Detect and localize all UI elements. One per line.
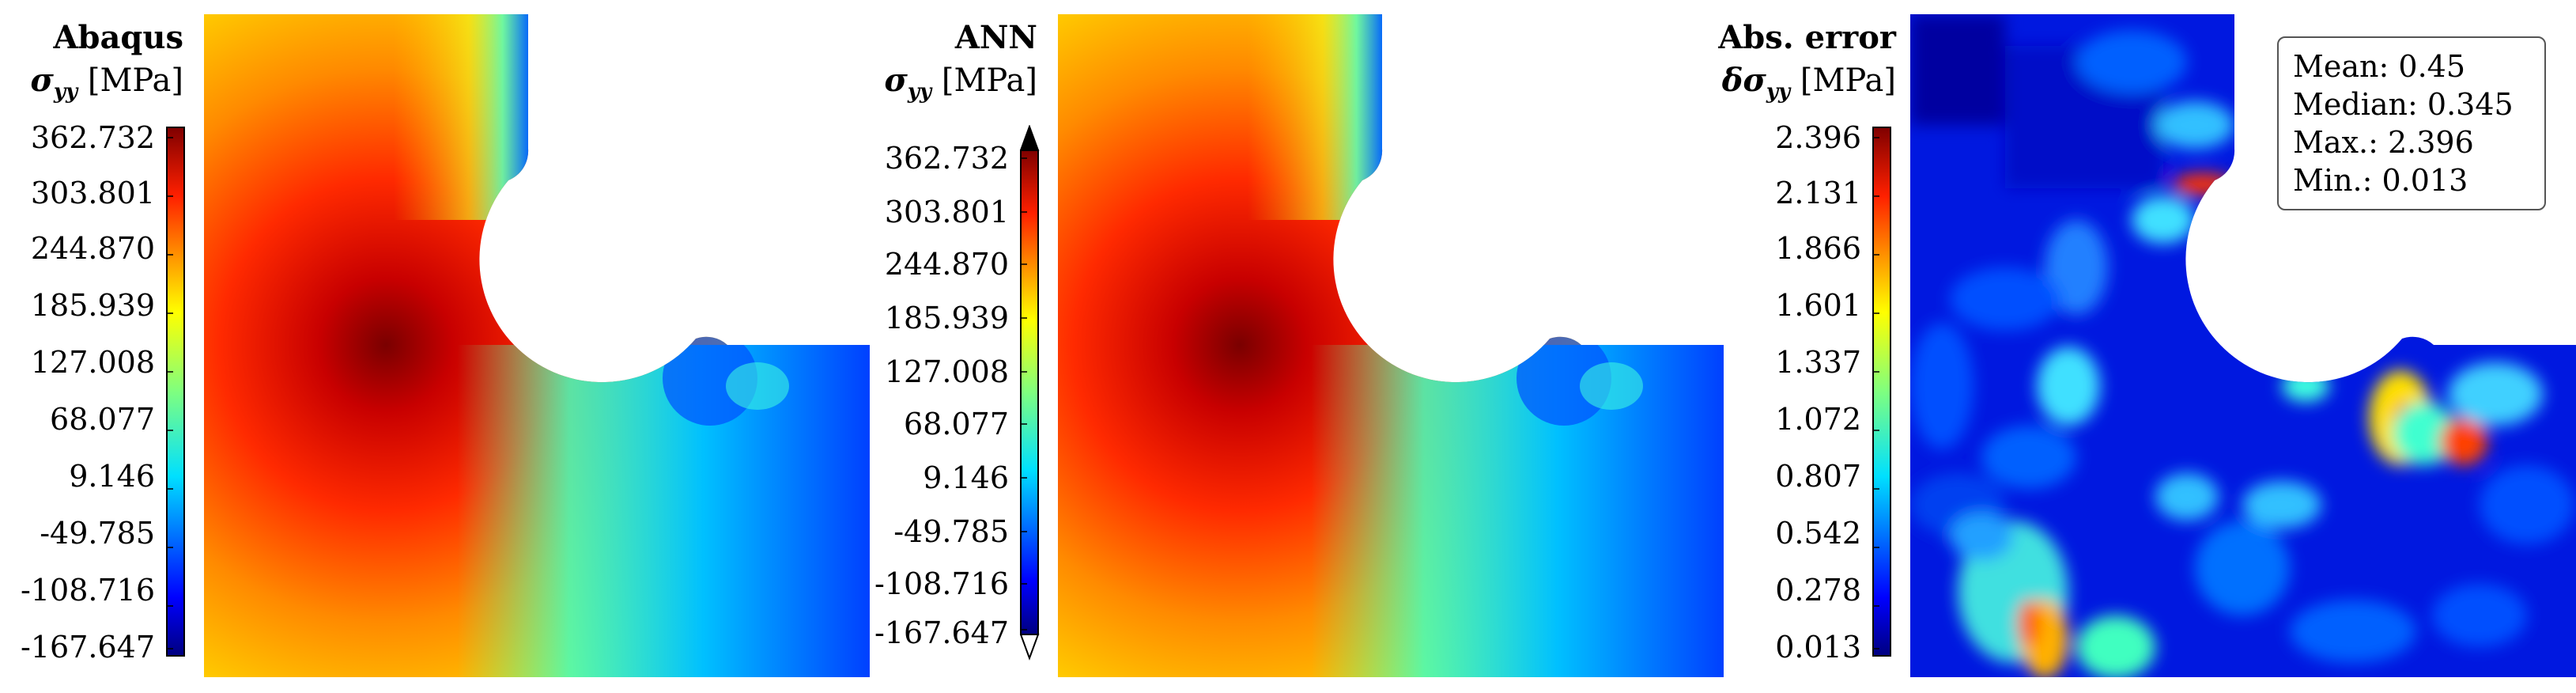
stress-field-plot [204,14,870,677]
stress-field-plot [1058,14,1724,677]
quantity-label: σyy [MPa] [884,62,1037,104]
colorbar-tick: 185.939 [884,301,1009,335]
label-block: Abs. error δσyy [MPa] [1706,0,1896,693]
quantity-subscript: yy [907,80,932,104]
panel-abaqus: Abaqus σyy [MPa] 362.732 303.801 244.870… [0,0,870,693]
quantity-symbol: δσ [1721,62,1766,99]
colorbar-tick: 2.131 [1775,176,1861,210]
error-field-plot [1910,14,2576,677]
colorbar-tick: 127.008 [30,345,155,380]
colorbar-tick: 0.807 [1775,459,1861,494]
colorbar [1872,127,1891,657]
colorbar-tick: -167.647 [21,630,155,665]
colorbar-tick: 68.077 [50,402,155,437]
label-block: Abaqus σyy [MPa] [0,0,183,693]
colorbar-tick: 244.870 [30,231,155,266]
panel-title: ANN [954,19,1037,56]
colorbar-tick: -108.716 [874,566,1009,601]
label-block: ANN σyy [MPa] [854,0,1037,693]
colorbar-tick: 303.801 [30,176,155,210]
quantity-symbol: σ [30,62,54,99]
colorbar-with-extend-arrows [1020,125,1040,661]
quantity-label: δσyy [MPa] [1721,62,1896,104]
stat-max: Max.: 2.396 [2293,125,2474,160]
colorbar-tick: 1.337 [1775,345,1861,380]
quantity-unit: [MPa] [87,62,183,99]
colorbar-tick: 0.542 [1775,516,1861,551]
colorbar-tick: -108.716 [21,573,155,608]
quantity-unit: [MPa] [941,62,1037,99]
colorbar-tick: 127.008 [884,354,1009,389]
colorbar-tick: 1.601 [1775,288,1861,323]
panel-title: Abs. error [1718,19,1896,56]
colorbar-tick: -49.785 [40,516,155,551]
colorbar-tick: 68.077 [904,407,1009,441]
colorbar-tick: 244.870 [884,247,1009,282]
error-statistics-box: Mean: 0.45 Median: 0.345 Max.: 2.396 Min… [2277,36,2546,210]
stat-mean: Mean: 0.45 [2293,49,2466,84]
colorbar-tick: 2.396 [1775,120,1861,155]
stat-min: Min.: 0.013 [2293,163,2468,198]
colorbar-tick: -167.647 [874,615,1009,650]
colorbar-tick: 0.278 [1775,573,1861,608]
colorbar-tick: 1.072 [1775,402,1861,437]
stat-median: Median: 0.345 [2293,87,2514,122]
colorbar-tick: 0.013 [1775,630,1861,665]
quantity-symbol: σ [884,62,908,99]
panel-title: Abaqus [53,19,184,56]
quantity-label: σyy [MPa] [30,62,183,104]
panel-abs-error: Abs. error δσyy [MPa] 2.396 2.131 1.866 … [1706,0,2576,693]
colorbar-tick: 303.801 [884,195,1009,229]
quantity-subscript: yy [53,80,78,104]
colorbar [166,127,185,657]
colorbar-tick: 1.866 [1775,231,1861,266]
colorbar-tick: 362.732 [884,141,1009,176]
colorbar-tick: 9.146 [69,459,155,494]
panel-ann: ANN σyy [MPa] 362.732 303.801 244.870 18… [854,0,1724,693]
colorbar-tick: -49.785 [893,514,1009,549]
colorbar-tick: 9.146 [923,460,1009,495]
quantity-subscript: yy [1766,80,1791,104]
colorbar-tick: 185.939 [30,288,155,323]
colorbar-tick: 362.732 [30,120,155,155]
quantity-unit: [MPa] [1800,62,1896,99]
